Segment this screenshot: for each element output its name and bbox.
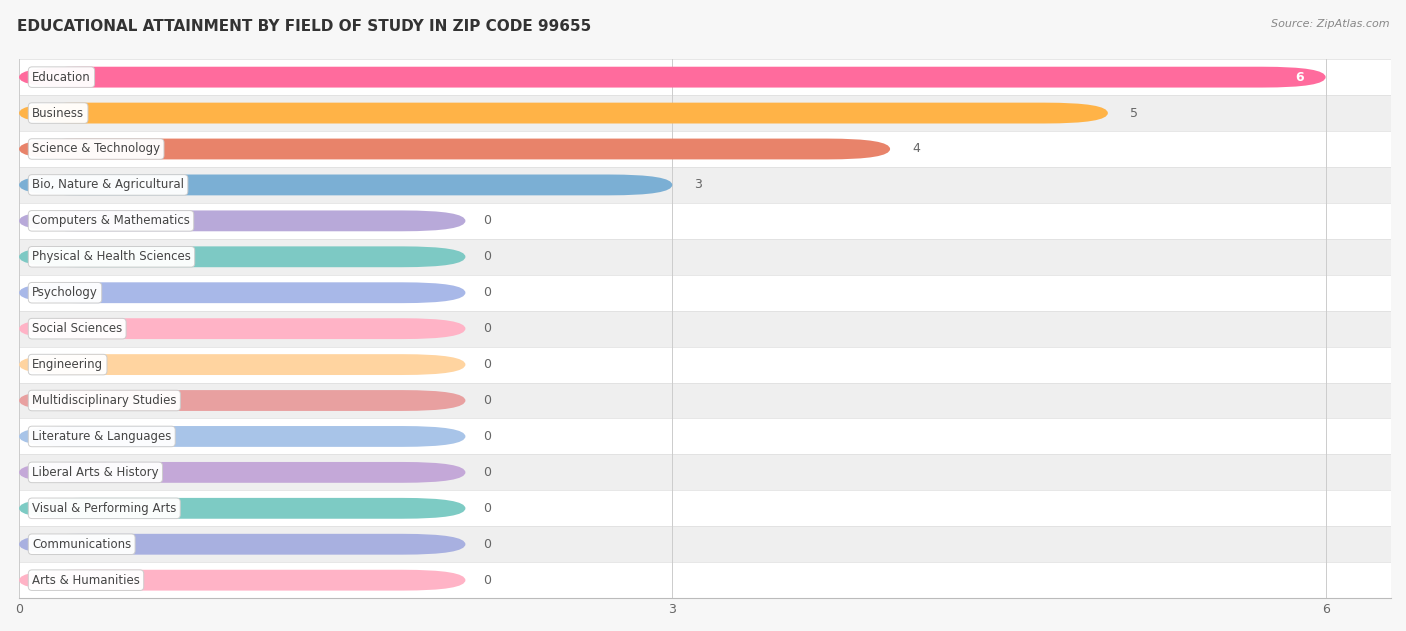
Bar (20, 490, 1391, 526)
Text: 0: 0 (482, 538, 491, 551)
Text: Literature & Languages: Literature & Languages (32, 430, 172, 443)
Text: 0: 0 (482, 286, 491, 299)
Text: Visual & Performing Arts: Visual & Performing Arts (32, 502, 176, 515)
Text: 0: 0 (482, 322, 491, 335)
Text: 0: 0 (482, 215, 491, 227)
FancyBboxPatch shape (20, 462, 465, 483)
Bar (20, 346, 1391, 382)
Text: Education: Education (32, 71, 91, 84)
FancyBboxPatch shape (20, 570, 465, 591)
Text: 3: 3 (695, 179, 702, 191)
Text: 0: 0 (482, 430, 491, 443)
Text: Business: Business (32, 107, 84, 119)
Text: Social Sciences: Social Sciences (32, 322, 122, 335)
Text: 0: 0 (482, 574, 491, 587)
Text: Communications: Communications (32, 538, 131, 551)
FancyBboxPatch shape (20, 139, 890, 160)
Text: Bio, Nature & Agricultural: Bio, Nature & Agricultural (32, 179, 184, 191)
FancyBboxPatch shape (20, 246, 465, 267)
Bar (20, 59, 1391, 95)
Bar (20, 562, 1391, 598)
Text: EDUCATIONAL ATTAINMENT BY FIELD OF STUDY IN ZIP CODE 99655: EDUCATIONAL ATTAINMENT BY FIELD OF STUDY… (17, 19, 591, 34)
Text: Engineering: Engineering (32, 358, 103, 371)
Text: 0: 0 (482, 358, 491, 371)
Bar (20, 131, 1391, 167)
Bar (20, 274, 1391, 310)
FancyBboxPatch shape (20, 390, 465, 411)
Bar (20, 418, 1391, 454)
Bar (20, 310, 1391, 346)
FancyBboxPatch shape (20, 175, 672, 196)
Bar (20, 95, 1391, 131)
FancyBboxPatch shape (20, 318, 465, 339)
Text: Science & Technology: Science & Technology (32, 143, 160, 155)
FancyBboxPatch shape (20, 354, 465, 375)
Text: 0: 0 (482, 251, 491, 263)
FancyBboxPatch shape (20, 498, 465, 519)
Text: Multidisciplinary Studies: Multidisciplinary Studies (32, 394, 177, 407)
FancyBboxPatch shape (20, 426, 465, 447)
Text: Liberal Arts & History: Liberal Arts & History (32, 466, 159, 479)
FancyBboxPatch shape (20, 103, 1108, 124)
Bar (20, 167, 1391, 203)
Text: Computers & Mathematics: Computers & Mathematics (32, 215, 190, 227)
Text: 4: 4 (912, 143, 920, 155)
Text: 0: 0 (482, 502, 491, 515)
Text: Psychology: Psychology (32, 286, 98, 299)
FancyBboxPatch shape (20, 282, 465, 303)
Bar (20, 203, 1391, 239)
FancyBboxPatch shape (20, 67, 1326, 88)
Bar (20, 454, 1391, 490)
FancyBboxPatch shape (20, 534, 465, 555)
Bar (20, 526, 1391, 562)
Text: 5: 5 (1129, 107, 1137, 119)
Text: Arts & Humanities: Arts & Humanities (32, 574, 141, 587)
Text: 0: 0 (482, 466, 491, 479)
Text: Source: ZipAtlas.com: Source: ZipAtlas.com (1271, 19, 1389, 29)
Bar (20, 382, 1391, 418)
Text: Physical & Health Sciences: Physical & Health Sciences (32, 251, 191, 263)
Text: 0: 0 (482, 394, 491, 407)
Text: 6: 6 (1295, 71, 1303, 84)
FancyBboxPatch shape (20, 211, 465, 232)
Bar (20, 239, 1391, 274)
